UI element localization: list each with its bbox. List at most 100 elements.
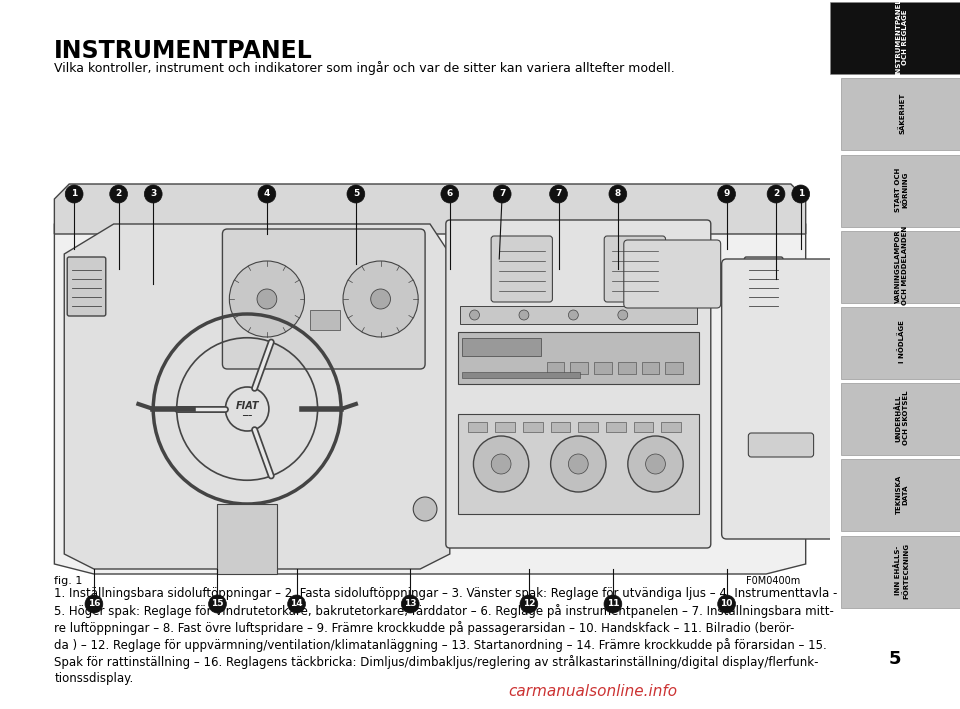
Text: FIAT: FIAT — [235, 401, 259, 411]
Bar — [594, 362, 612, 374]
FancyBboxPatch shape — [841, 307, 960, 379]
Text: 5. Höger spak: Reglage för vindrutetorkare, bakrutetorkare, färddator – 6. Regla: 5. Höger spak: Reglage för vindrutetorka… — [55, 604, 834, 618]
Text: 5: 5 — [352, 189, 359, 199]
Circle shape — [441, 185, 459, 203]
Circle shape — [550, 185, 567, 203]
Text: 7: 7 — [555, 189, 562, 199]
FancyBboxPatch shape — [722, 259, 840, 539]
Circle shape — [492, 454, 511, 474]
Circle shape — [347, 185, 365, 203]
Bar — [641, 362, 660, 374]
Circle shape — [628, 436, 684, 492]
Text: INSTRUMENTPANEL: INSTRUMENTPANEL — [55, 39, 313, 63]
Text: Spak för rattinställning – 16. Reglagens täckbricka: Dimljus/dimbakljus/reglerin: Spak för rattinställning – 16. Reglagens… — [55, 655, 819, 669]
Text: Vilka kontroller, instrument och indikatorer som ingår och var de sitter kan var: Vilka kontroller, instrument och indikat… — [55, 61, 675, 75]
Text: INSTRUMENTPANEL
OCH REGLAGE: INSTRUMENTPANEL OCH REGLAGE — [896, 0, 908, 75]
Circle shape — [767, 185, 785, 203]
Bar — [462, 372, 580, 378]
Text: fig. 1: fig. 1 — [55, 576, 83, 586]
Circle shape — [568, 454, 588, 474]
Bar — [468, 422, 488, 432]
Circle shape — [371, 289, 391, 309]
Circle shape — [609, 185, 627, 203]
Text: da ) – 12. Reglage för uppvärmning/ventilation/klimatanläggning – 13. Startanord: da ) – 12. Reglage för uppvärmning/venti… — [55, 638, 828, 652]
Bar — [606, 422, 626, 432]
Text: tionssdisplay.: tionssdisplay. — [55, 672, 133, 685]
Polygon shape — [55, 184, 805, 234]
Circle shape — [493, 185, 511, 203]
Circle shape — [618, 310, 628, 320]
Text: 15: 15 — [211, 600, 224, 608]
Text: 12: 12 — [522, 600, 535, 608]
Polygon shape — [64, 224, 450, 569]
Text: carmanualsonline.info: carmanualsonline.info — [509, 684, 678, 699]
Circle shape — [401, 595, 420, 613]
Circle shape — [646, 454, 665, 474]
FancyBboxPatch shape — [744, 257, 783, 316]
FancyBboxPatch shape — [841, 231, 960, 303]
FancyBboxPatch shape — [67, 257, 106, 316]
Circle shape — [519, 310, 529, 320]
FancyBboxPatch shape — [445, 220, 710, 548]
Bar — [578, 422, 598, 432]
Bar — [523, 422, 542, 432]
Text: UNDERHÅLL
OCH SKÖTSEL: UNDERHÅLL OCH SKÖTSEL — [895, 391, 909, 445]
Text: INN EHÅLLS-
FÖRTECKNING: INN EHÅLLS- FÖRTECKNING — [895, 542, 909, 598]
Circle shape — [792, 185, 809, 203]
Bar — [661, 422, 682, 432]
Bar — [570, 362, 588, 374]
Circle shape — [85, 595, 103, 613]
Circle shape — [343, 261, 419, 337]
Bar — [551, 422, 570, 432]
Text: F0M0400m: F0M0400m — [747, 576, 801, 586]
Polygon shape — [218, 504, 276, 574]
Text: 6: 6 — [446, 189, 453, 199]
FancyBboxPatch shape — [841, 536, 960, 608]
Circle shape — [226, 387, 269, 431]
Bar — [546, 362, 564, 374]
Bar — [665, 362, 684, 374]
Text: 2: 2 — [773, 189, 780, 199]
Circle shape — [65, 185, 84, 203]
Text: 5: 5 — [889, 650, 901, 669]
Text: VARNINGSLAMPOR
OCH MEDDELANDEN: VARNINGSLAMPOR OCH MEDDELANDEN — [896, 226, 908, 306]
Bar — [460, 306, 697, 324]
Text: 1: 1 — [798, 189, 804, 199]
Circle shape — [551, 436, 606, 492]
Circle shape — [413, 497, 437, 521]
Text: 2: 2 — [115, 189, 122, 199]
Circle shape — [229, 261, 304, 337]
Text: 13: 13 — [404, 600, 417, 608]
FancyBboxPatch shape — [841, 459, 960, 532]
Text: 10: 10 — [720, 600, 732, 608]
Text: 16: 16 — [87, 600, 100, 608]
Text: 4: 4 — [264, 189, 270, 199]
Circle shape — [208, 595, 227, 613]
FancyBboxPatch shape — [624, 240, 721, 308]
Circle shape — [258, 185, 276, 203]
Text: 3: 3 — [150, 189, 156, 199]
FancyBboxPatch shape — [310, 310, 340, 330]
Text: ━━━: ━━━ — [242, 415, 252, 420]
Text: SÄKERHET: SÄKERHET — [899, 93, 905, 134]
FancyBboxPatch shape — [223, 229, 425, 369]
Text: 8: 8 — [614, 189, 621, 199]
Circle shape — [473, 436, 529, 492]
Text: 9: 9 — [724, 189, 730, 199]
Bar — [462, 338, 540, 356]
Polygon shape — [55, 199, 805, 574]
FancyBboxPatch shape — [492, 236, 552, 302]
Bar — [495, 422, 516, 432]
Circle shape — [520, 595, 538, 613]
Bar — [458, 332, 699, 384]
FancyBboxPatch shape — [604, 236, 665, 302]
Circle shape — [718, 185, 735, 203]
Text: re luftöppningar – 8. Fast övre luftspridare – 9. Främre krockkudde på passagera: re luftöppningar – 8. Fast övre luftspri… — [55, 621, 795, 635]
Bar — [618, 362, 636, 374]
Circle shape — [469, 310, 479, 320]
Circle shape — [568, 310, 578, 320]
Bar — [458, 414, 699, 514]
Circle shape — [604, 595, 622, 613]
Text: I NÖDLÄGE: I NÖDLÄGE — [899, 320, 905, 363]
Circle shape — [288, 595, 305, 613]
